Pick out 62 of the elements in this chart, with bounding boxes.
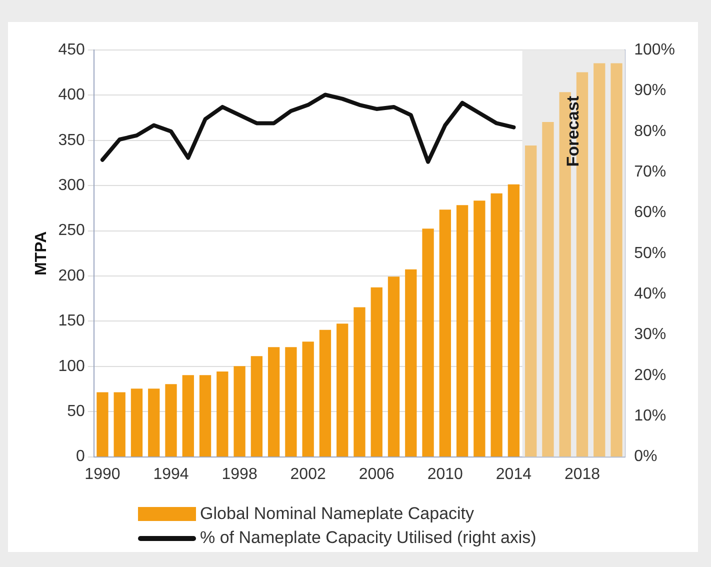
legend-label: % of Nameplate Capacity Utilised (right axis) — [200, 528, 536, 548]
y2-tick-label: 70% — [634, 163, 666, 180]
bar — [319, 330, 332, 457]
bar — [610, 63, 622, 457]
y2-tick-label: 0% — [634, 448, 658, 466]
bar — [302, 342, 314, 457]
bar — [234, 366, 246, 457]
x-tick-label: 2006 — [358, 466, 395, 483]
bar — [456, 205, 468, 457]
bar — [388, 276, 400, 457]
bar — [370, 287, 382, 457]
band-label: Forecast — [563, 96, 582, 167]
y2-tick-label: 10% — [634, 408, 666, 425]
y2-tick-label: 40% — [634, 285, 666, 302]
y2-tick-label: 100% — [634, 41, 675, 58]
y-tick-label: 350 — [58, 132, 85, 149]
y2-tick-label: 30% — [634, 326, 666, 344]
bar — [216, 371, 228, 457]
bar — [354, 307, 366, 457]
y2-tick-label: 50% — [634, 244, 666, 262]
y-tick-label: 300 — [58, 177, 85, 194]
bar — [508, 184, 520, 457]
y2-tick-label: 90% — [634, 82, 666, 100]
y-tick-label: 250 — [58, 222, 85, 240]
y-tick-label: 100 — [58, 358, 85, 375]
x-tick-label: 1990 — [84, 466, 120, 483]
bar — [268, 347, 280, 457]
bar — [165, 384, 177, 457]
y-axis-title: MTPA — [33, 230, 50, 276]
bar — [336, 324, 348, 457]
bar — [199, 375, 212, 457]
bar — [405, 269, 417, 457]
x-tick-label: 1998 — [222, 466, 258, 483]
bar — [250, 356, 263, 457]
y-tick-label: 450 — [58, 41, 85, 58]
bar — [422, 228, 434, 457]
bar — [474, 200, 486, 457]
bar — [285, 347, 297, 457]
y2-tick-label: 80% — [634, 122, 666, 140]
bar — [525, 145, 537, 457]
y2-tick-label: 20% — [634, 366, 666, 384]
bar — [114, 392, 126, 457]
bar — [182, 375, 194, 457]
x-tick-label: 2002 — [290, 466, 326, 483]
legend-label: Global Nominal Nameplate Capacity — [200, 504, 474, 524]
bar — [439, 210, 451, 457]
y-tick-label: 200 — [58, 267, 85, 284]
x-tick-label: 1994 — [153, 466, 189, 483]
y2-tick-label: 60% — [634, 204, 666, 222]
y-tick-label: 0 — [76, 448, 85, 466]
y-tick-label: 400 — [58, 86, 85, 104]
bar — [542, 122, 554, 457]
x-tick-label: 2018 — [564, 466, 600, 483]
bar — [148, 388, 160, 457]
bar — [594, 63, 606, 457]
x-tick-label: 2014 — [496, 466, 532, 483]
bar — [130, 388, 143, 457]
y-tick-label: 50 — [67, 403, 85, 420]
bar — [96, 392, 108, 457]
y-tick-label: 150 — [58, 312, 85, 330]
x-tick-label: 2010 — [427, 466, 464, 483]
bar — [490, 193, 502, 457]
